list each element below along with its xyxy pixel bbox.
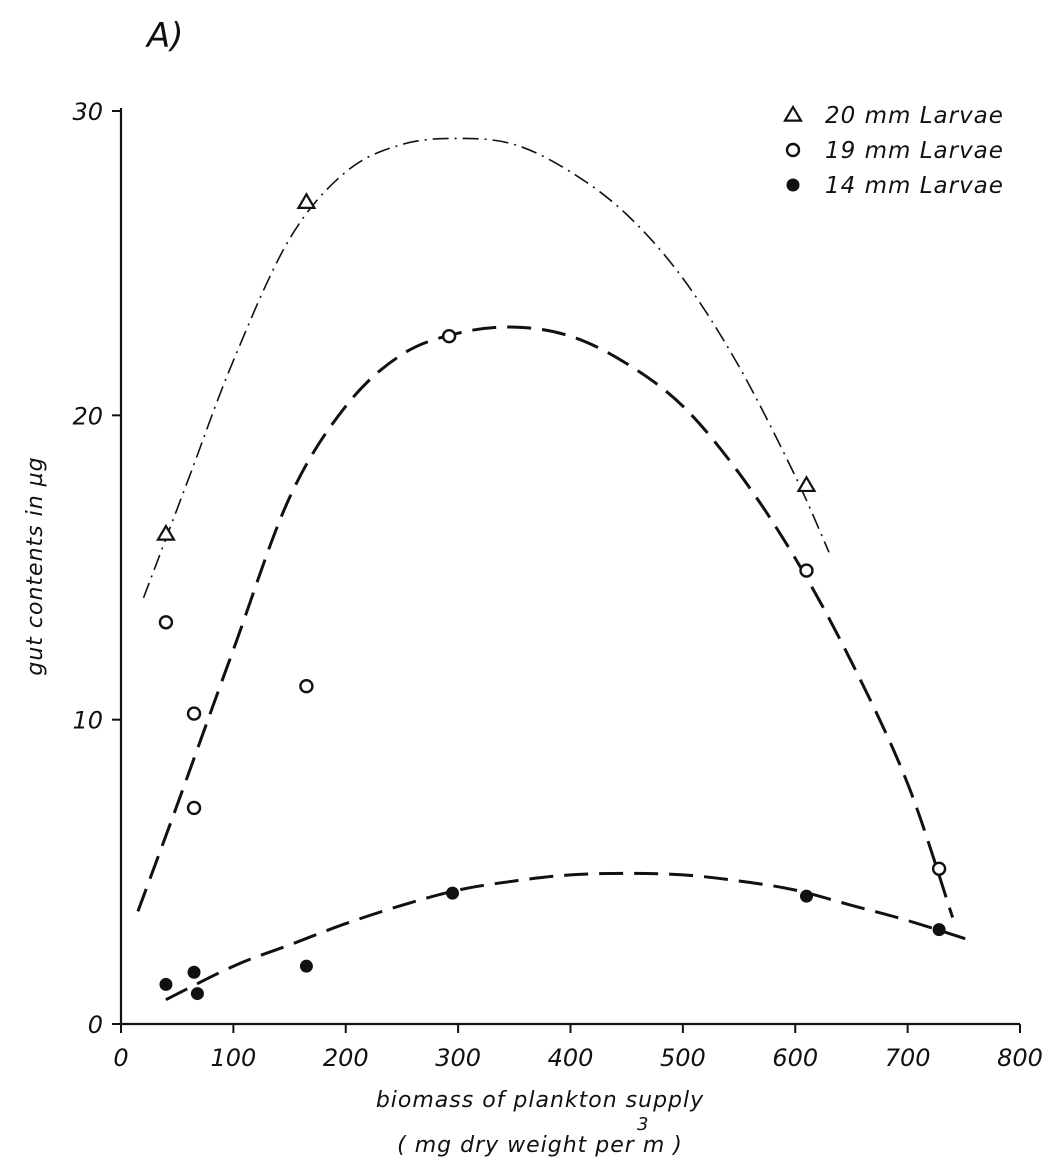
x-tick-label: 800: [997, 1044, 1043, 1072]
data-point-series-1: [799, 563, 814, 578]
data-point-series-2: [159, 977, 173, 991]
data-point-series-1: [186, 800, 202, 816]
data-point-series-1: [441, 329, 457, 344]
y-ticks: 0 10 20 30: [72, 98, 121, 1039]
legend-marker-series-1: [785, 142, 801, 158]
fit-curves: [136, 137, 976, 1002]
x-ticks: 0 100 200 300 400 500 600 700 800: [113, 1024, 1043, 1072]
fit-curve-series-0: [142, 137, 830, 599]
data-point-series-0: [796, 475, 817, 493]
x-tick-label: 700: [885, 1044, 931, 1072]
x-tick-label: 100: [210, 1044, 256, 1072]
data-point-series-1: [299, 678, 314, 694]
data-point-series-2: [187, 965, 201, 979]
x-tick-label: 300: [435, 1044, 481, 1072]
y-tick-label: 30: [72, 98, 103, 126]
data-point-series-2: [190, 987, 204, 1001]
x-axis-unit: ( mg dry weight per m ): [397, 1133, 683, 1158]
legend-label: 14 mm Larvae: [825, 173, 1004, 199]
data-point-series-2: [932, 923, 946, 937]
x-tick-label: 0: [113, 1044, 128, 1072]
y-tick-label: 20: [72, 402, 103, 430]
x-tick-label: 600: [772, 1044, 818, 1072]
data-points: [156, 192, 947, 1001]
x-tick-label: 400: [548, 1044, 594, 1072]
data-point-series-1: [158, 615, 174, 630]
legend-marker-series-2: [786, 178, 800, 192]
panel-label: A): [145, 16, 184, 56]
data-point-series-2: [446, 886, 460, 900]
axes: [119, 108, 1020, 1026]
data-point-series-2: [299, 959, 313, 973]
data-point-series-1: [186, 706, 202, 721]
legend: 20 mm Larvae 19 mm Larvae 14 mm Larvae: [783, 103, 1004, 199]
data-point-series-0: [156, 523, 176, 541]
fit-curve-series-1: [136, 325, 955, 918]
legend-label: 19 mm Larvae: [825, 138, 1004, 164]
y-tick-label: 10: [72, 707, 103, 735]
data-point-series-1: [931, 861, 947, 876]
x-axis-unit-superscript: 3: [637, 1114, 649, 1135]
y-axis-title: gut contents in µg: [23, 456, 48, 675]
x-axis-title: biomass of plankton supply: [376, 1088, 704, 1113]
legend-label: 20 mm Larvae: [825, 103, 1004, 129]
x-tick-label: 200: [323, 1044, 369, 1072]
x-tick-label: 500: [660, 1044, 706, 1072]
data-point-series-2: [799, 889, 813, 903]
legend-marker-series-0: [783, 104, 803, 122]
fit-curve-series-2: [165, 871, 976, 1002]
data-point-series-0: [296, 192, 317, 209]
y-tick-label: 0: [88, 1011, 103, 1039]
